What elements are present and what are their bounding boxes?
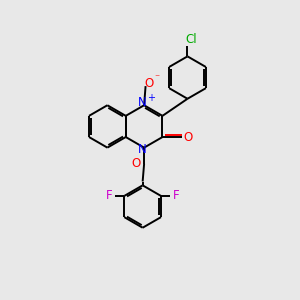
- Text: N: N: [138, 143, 147, 157]
- Text: O: O: [131, 157, 140, 170]
- Text: F: F: [173, 189, 180, 202]
- Text: N: N: [138, 96, 147, 110]
- Text: Cl: Cl: [185, 33, 197, 46]
- Text: F: F: [106, 189, 112, 202]
- Text: ⁻: ⁻: [154, 73, 159, 83]
- Text: O: O: [144, 77, 153, 90]
- Text: O: O: [184, 130, 193, 143]
- Text: +: +: [148, 93, 155, 103]
